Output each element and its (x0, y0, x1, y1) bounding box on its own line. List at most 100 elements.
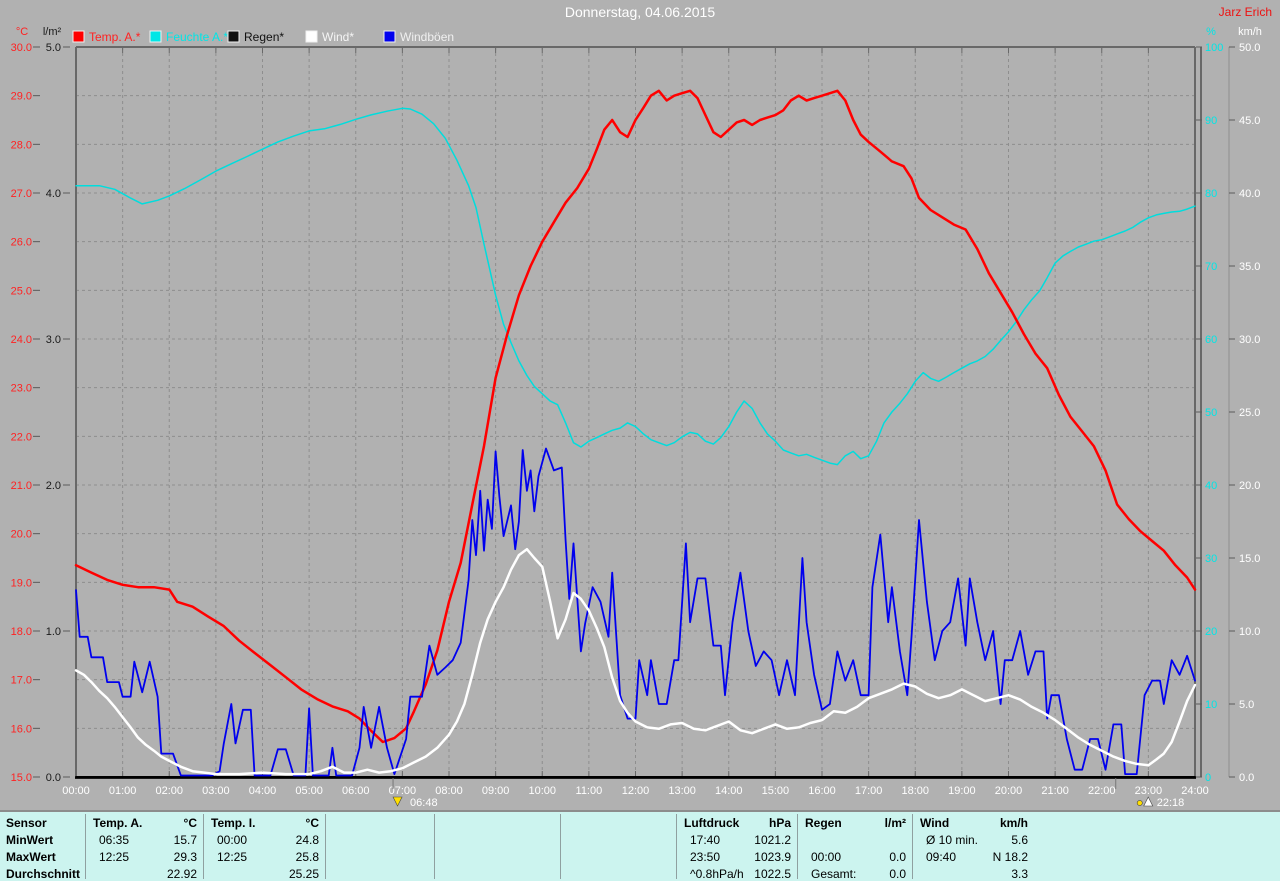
humidity-axis-tick-label: 90 (1205, 115, 1217, 127)
humidity-axis-tick-label: 30 (1205, 553, 1217, 565)
x-axis-tick-label: 17:00 (855, 785, 883, 797)
humidity-axis-tick-label: 50 (1205, 407, 1217, 419)
series-line-windb-en (75, 447, 1196, 777)
x-axis-tick-label: 14:00 (715, 785, 743, 797)
column-separator (676, 814, 677, 879)
humidity-axis-tick-label: 0 (1205, 772, 1211, 784)
table-column-header: Luftdruck (684, 816, 740, 830)
x-axis-tick-label: 15:00 (762, 785, 790, 797)
legend-swatch-windb-en (383, 30, 396, 43)
table-cell-time: Ø 10 min. (926, 833, 979, 847)
wind-axis-tick-label: 25.0 (1239, 407, 1260, 419)
table-row-label: MinWert (6, 833, 54, 847)
legend-swatch-regen- (227, 30, 240, 43)
x-axis-tick-label: 18:00 (901, 785, 929, 797)
column-separator (203, 814, 204, 879)
temp-axis-tick-label: 23.0 (11, 383, 32, 395)
humidity-axis-tick-label: 40 (1205, 480, 1217, 492)
x-axis-tick-label: 22:00 (1088, 785, 1116, 797)
wind-axis-tick-label: 10.0 (1239, 626, 1260, 638)
table-cell-value: 1021.2 (754, 833, 791, 847)
sunset-arrow-icon (1143, 796, 1154, 807)
column-separator (85, 814, 86, 879)
x-axis-labels: 00:00 01:00 02:00 03:00 04:00 05:00 06:00 07:00… (62, 785, 1209, 797)
x-axis-tick-label: 19:00 (948, 785, 976, 797)
x-axis-tick-label: 16:00 (808, 785, 836, 797)
legend-label: Regen* (244, 30, 284, 44)
x-axis-tick-label: 21:00 (1041, 785, 1069, 797)
table-cell-time: 09:40 (926, 850, 957, 864)
table-cell-time: 06:35 (99, 833, 130, 847)
wind-axis-tick-label: 15.0 (1239, 553, 1260, 565)
table-cell-time: 17:40 (690, 833, 721, 847)
table-cell-value: 1023.9 (754, 850, 791, 864)
axes: °C 30.0 29.0 28.0 27.0 26.0 25.0 24.0 23.0 22.0 21… (11, 26, 1262, 784)
x-axis-tick-label: 07:00 (389, 785, 417, 797)
table-column-unit: hPa (768, 816, 791, 830)
table-row-label: Durchschnitt (6, 867, 81, 881)
wind-axis-tick-label: 5.0 (1239, 699, 1254, 711)
x-axis-tick-label: 11:00 (576, 785, 603, 797)
temp-axis-tick-label: 28.0 (11, 139, 32, 151)
table-cell-value: 24.8 (295, 833, 319, 847)
column-separator (797, 814, 798, 879)
x-axis-tick-label: 00:00 (62, 785, 90, 797)
x-axis-tick-label: 23:00 (1135, 785, 1163, 797)
humidity-axis-tick-label: 100 (1205, 42, 1223, 54)
rain-axis-tick-label: 4.0 (46, 188, 61, 200)
series-line-temp-a- (74, 89, 1197, 744)
x-axis-tick-label: 02:00 (155, 785, 183, 797)
column-separator (912, 814, 913, 879)
legend-swatch-wind- (305, 30, 318, 43)
temp-axis-tick-label: 20.0 (11, 529, 32, 541)
x-axis-tick-label: 03:00 (202, 785, 230, 797)
temp-axis-tick-label: 16.0 (11, 723, 32, 735)
table-cell-time: 23:50 (690, 850, 721, 864)
table-column-header: Temp. A. (93, 816, 143, 830)
wind-axis-tick-label: 35.0 (1239, 261, 1260, 273)
table-column-unit: °C (305, 816, 319, 830)
table-cell-value: 25.8 (295, 850, 319, 864)
x-axis-tick-label: 05:00 (295, 785, 323, 797)
table-column-unit: °C (183, 816, 197, 830)
x-axis-tick-label: 24:00 (1181, 785, 1209, 797)
rain-axis-tick-label: 3.0 (46, 334, 61, 346)
legend-swatch-temp-a- (72, 30, 85, 43)
temp-axis-tick-label: 26.0 (11, 237, 32, 249)
humidity-axis-unit-label: % (1206, 26, 1216, 38)
table-column-unit: l/m² (884, 816, 906, 830)
x-axis-tick-label: 20:00 (995, 785, 1023, 797)
temp-axis-tick-label: 27.0 (11, 188, 32, 200)
column-separator (560, 814, 561, 879)
legend-label: Feuchte A.* (166, 30, 228, 44)
table-cell-value: 15.7 (173, 833, 197, 847)
table-cell-time: Gesamt: (811, 867, 857, 881)
x-axis-tick-label: 10:00 (528, 785, 556, 797)
wind-axis-tick-label: 30.0 (1239, 334, 1260, 346)
x-axis-tick-label: 09:00 (482, 785, 510, 797)
table-column-header: Temp. I. (211, 816, 256, 830)
page-title: Donnerstag, 04.06.2015 (565, 4, 715, 20)
sunset-sun-icon (1136, 800, 1143, 806)
temp-axis-tick-label: 25.0 (11, 285, 32, 297)
table-column-header: Regen (805, 816, 842, 830)
series-line-wind (74, 547, 1197, 776)
legend: Temp. A.* Feuchte A.* Regen* Wind* Windböen (72, 30, 454, 44)
wind-axis-unit-label: km/h (1238, 26, 1262, 38)
rain-axis-unit-label: l/m² (43, 26, 62, 38)
table-cell-time: ^0.8hPa/h (690, 867, 744, 881)
table-cell-time: 12:25 (217, 850, 248, 864)
legend-label: Windböen (400, 30, 454, 44)
table-cell-value: 3.3 (1011, 867, 1028, 881)
series-line-feuchte-a- (75, 107, 1196, 466)
rain-axis-tick-label: 2.0 (46, 480, 61, 492)
temp-axis-tick-label: 29.0 (11, 91, 32, 103)
temp-axis-tick-label: 18.0 (11, 626, 32, 638)
table-cell-time: 12:25 (99, 850, 130, 864)
rain-axis-tick-label: 0.0 (46, 772, 61, 784)
wind-axis-tick-label: 0.0 (1239, 772, 1254, 784)
humidity-axis-tick-label: 10 (1205, 699, 1217, 711)
sunset-time-label: 22:18 (1157, 797, 1185, 809)
wind-axis-tick-label: 20.0 (1239, 480, 1260, 492)
